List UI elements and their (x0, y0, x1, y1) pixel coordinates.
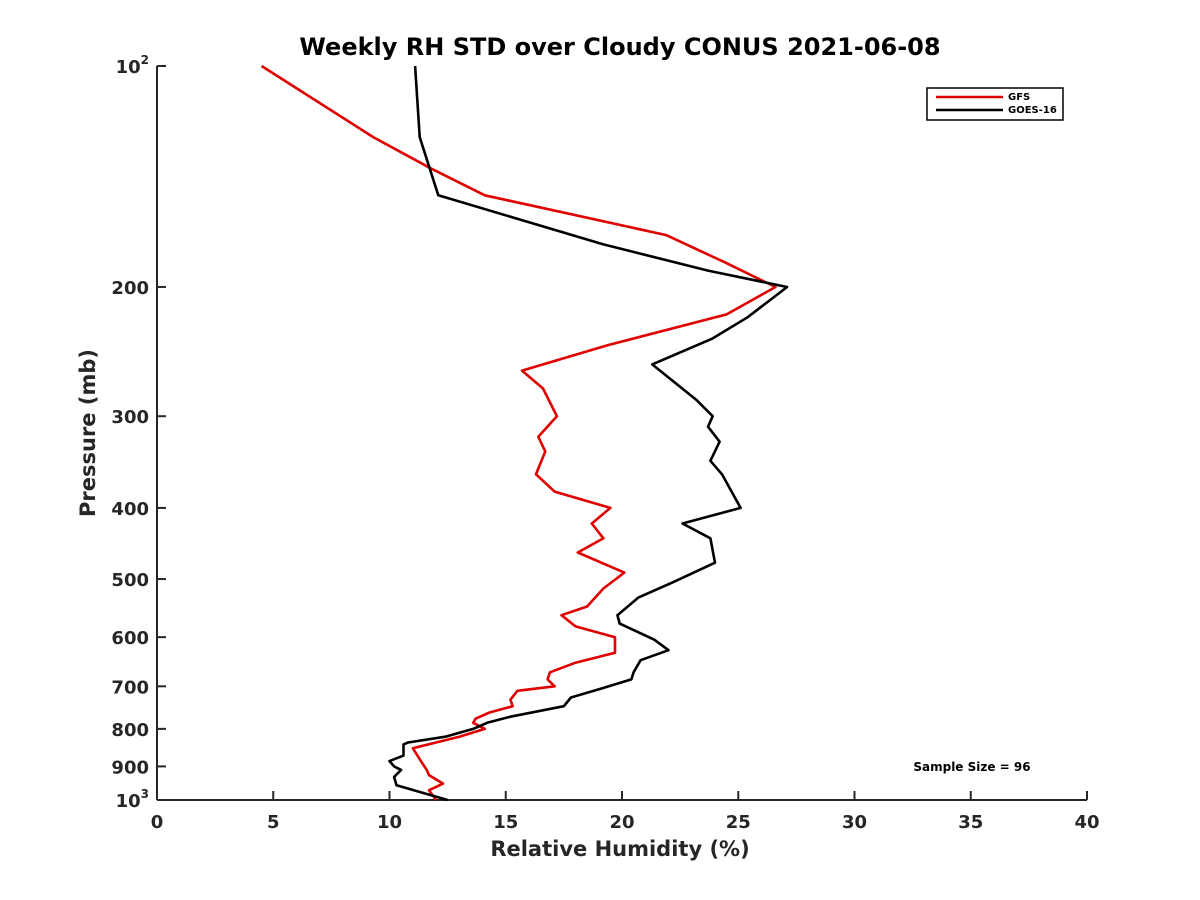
legend-box (926, 87, 1064, 121)
legend: GFS GOES-16 (926, 87, 1064, 121)
y-tick-label: 400 (111, 499, 149, 520)
y-tick-label: 800 (111, 720, 149, 741)
y-tick-base: 10 (116, 57, 141, 78)
x-tick-label: 40 (1074, 812, 1099, 833)
series-line-gfs (260, 64, 777, 801)
y-tick-label: 103 (116, 787, 149, 812)
x-axis-label: Relative Humidity (%) (490, 837, 749, 861)
series-line-goes16 (388, 65, 789, 802)
x-tick-label: 10 (377, 812, 402, 833)
y-tick-label: 300 (111, 407, 149, 428)
y-tick-label: 600 (111, 628, 149, 649)
sample-size-annotation: Sample Size = 96 (913, 760, 1030, 774)
x-tick-label: 30 (842, 812, 867, 833)
y-tick-label: 700 (111, 677, 149, 698)
y-axis-label: Pressure (mb) (76, 349, 100, 517)
x-tick-label: 20 (609, 812, 634, 833)
y-tick-exponent: 3 (141, 787, 149, 801)
y-tick-label: 102 (116, 53, 149, 78)
series-lines (260, 64, 789, 802)
legend-label-gfs: GFS (1008, 92, 1030, 103)
x-tick-label: 0 (151, 812, 164, 833)
x-tick-label: 5 (267, 812, 280, 833)
y-tick-label: 200 (111, 278, 149, 299)
chart-title: Weekly RH STD over Cloudy CONUS 2021-06-… (299, 33, 940, 61)
legend-label-goes16: GOES-16 (1008, 105, 1057, 116)
x-tick-label: 25 (726, 812, 751, 833)
y-tick-label: 900 (111, 757, 149, 778)
y-tick-base: 10 (116, 791, 141, 812)
x-axis-ticks: 0 5 10 15 20 25 30 35 40 (151, 791, 1100, 833)
y-tick-exponent: 2 (141, 53, 149, 67)
x-tick-label: 35 (958, 812, 983, 833)
y-tick-label: 500 (111, 570, 149, 591)
x-tick-label: 15 (493, 812, 518, 833)
